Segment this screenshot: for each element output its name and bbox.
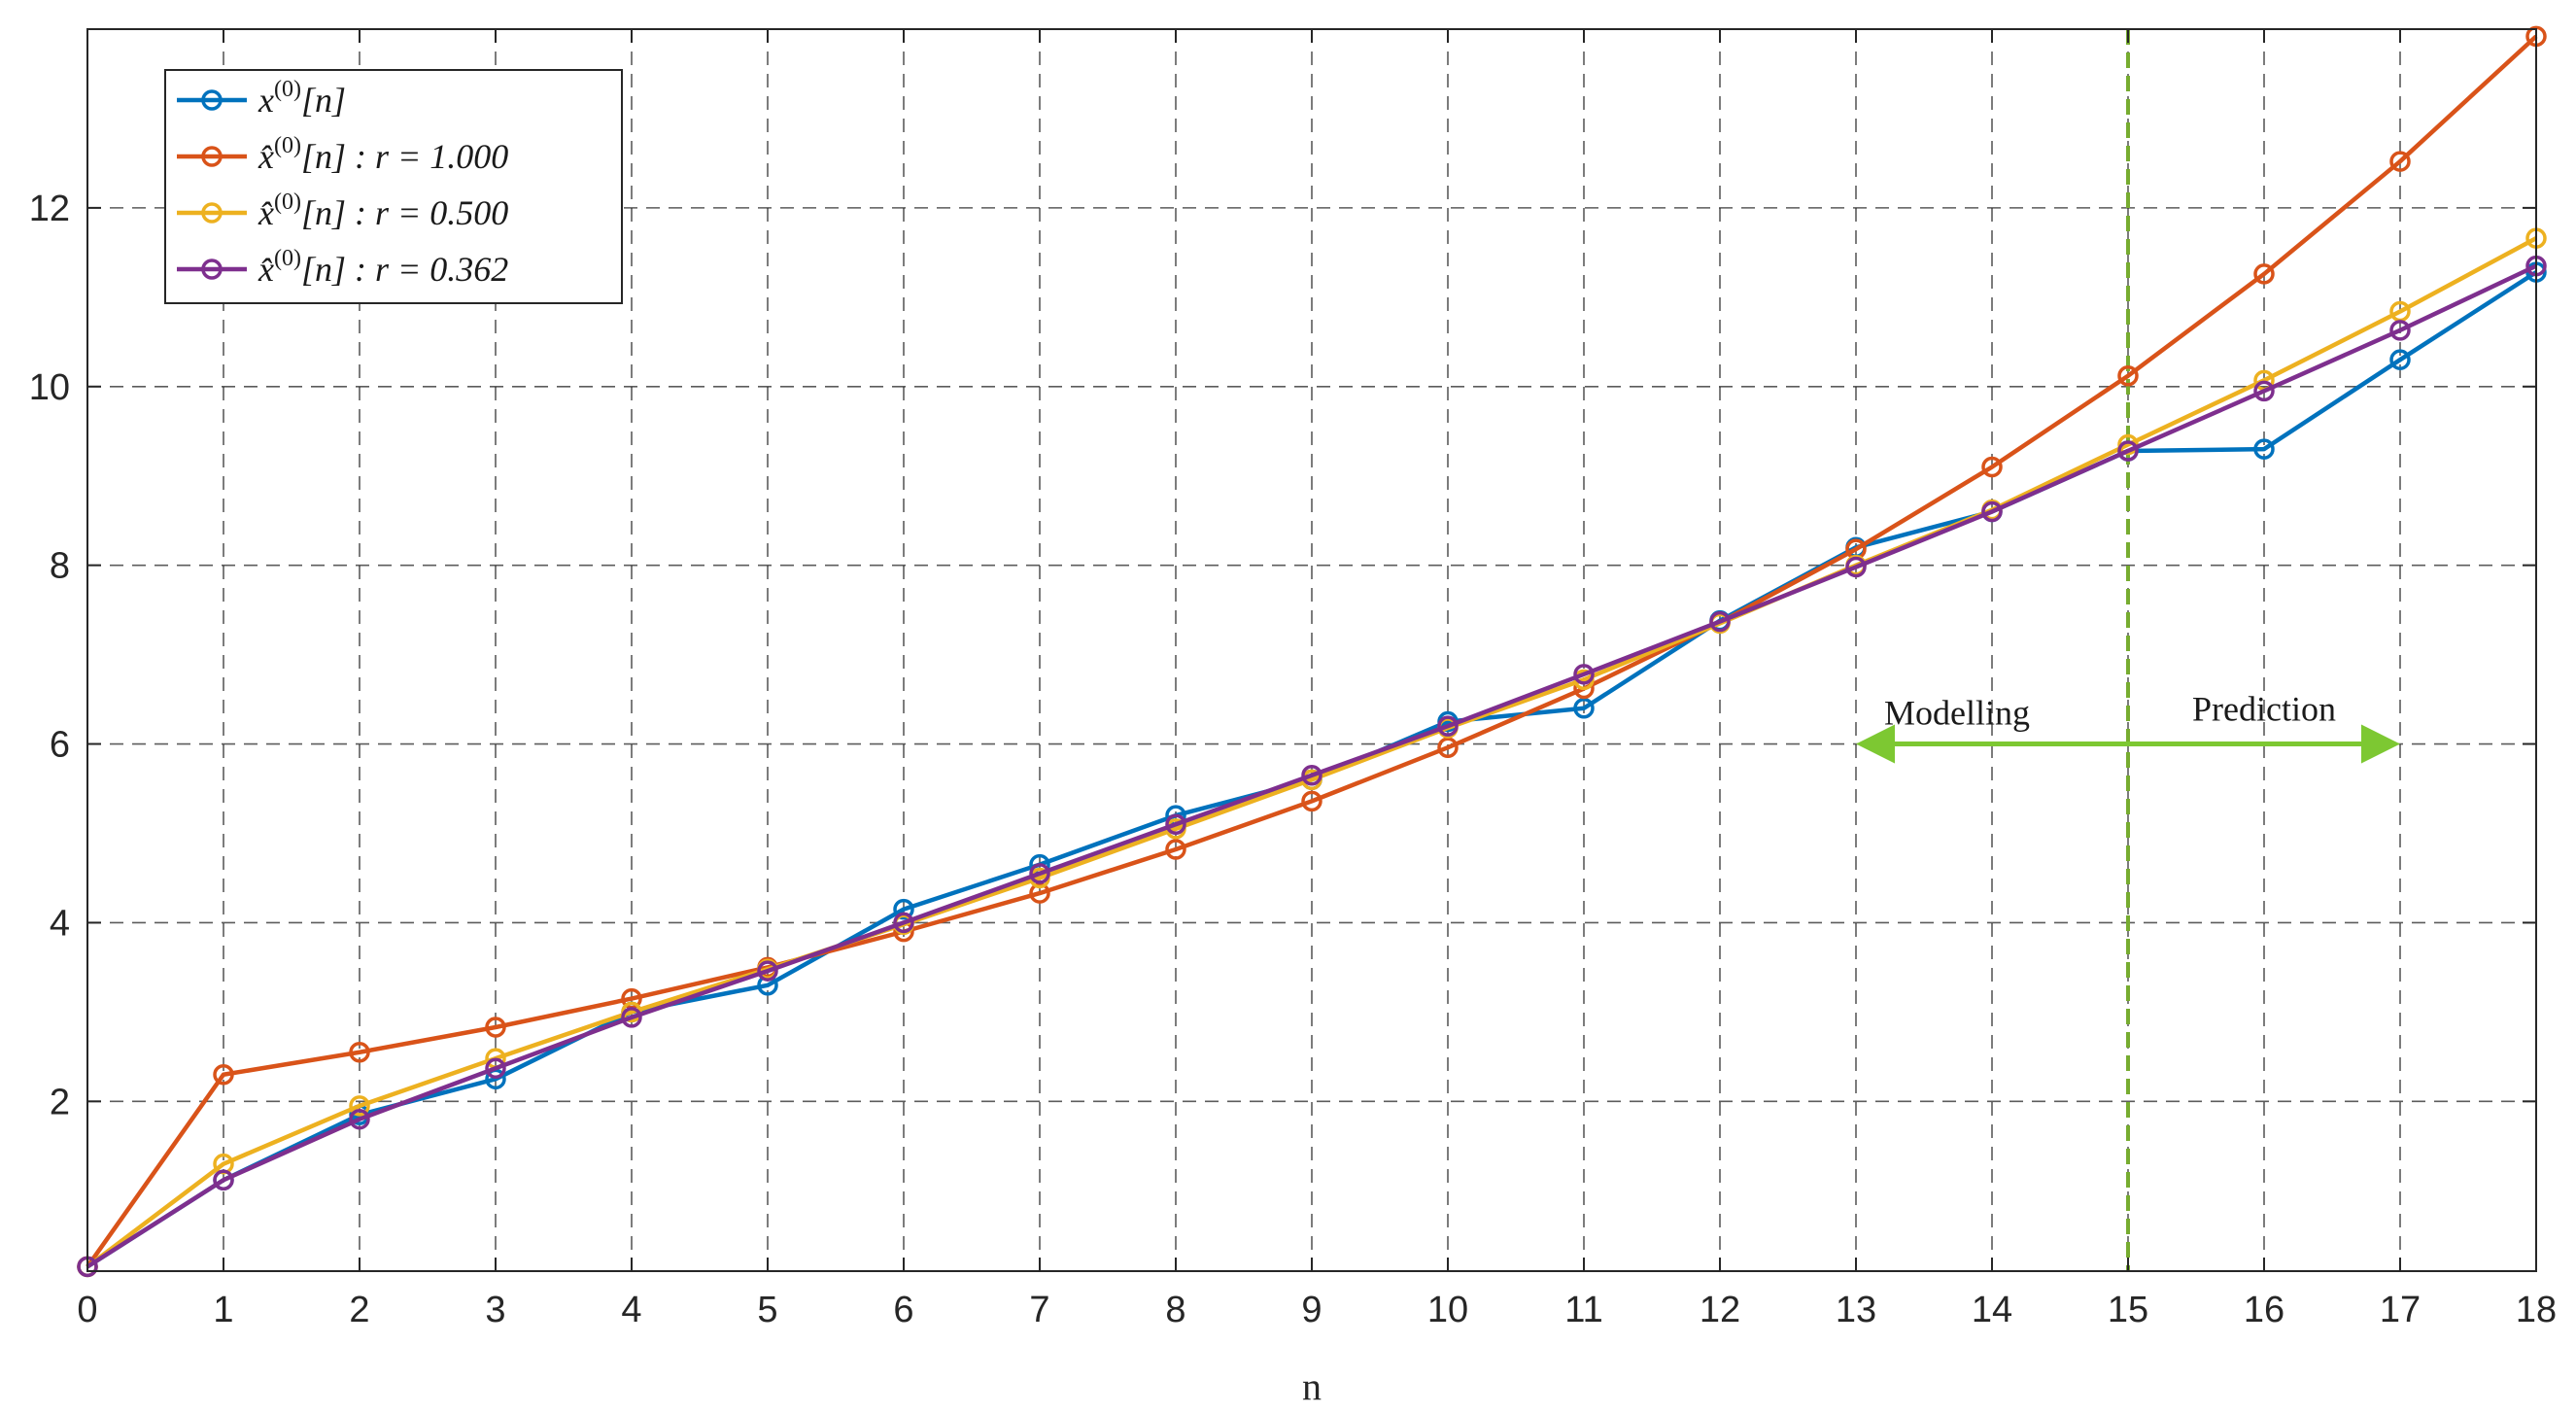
data-point [1437,737,1459,758]
legend-item: x̂(0)[n] : r = 0.500 [177,190,508,232]
series-line [86,34,2538,1268]
x-tick-label: 8 [1165,1290,1185,1330]
data-point [485,1017,506,1038]
x-tick-label: 2 [349,1290,369,1330]
data-point [1029,863,1050,884]
data-point [1573,698,1595,719]
x-tick-label: 12 [1700,1290,1740,1330]
x-tick-label: 18 [2516,1290,2557,1330]
data-point [1437,715,1459,737]
x-tick-label: 14 [1972,1290,2012,1330]
x-tick-label: 3 [485,1290,505,1330]
data-point [1573,664,1595,685]
data-point [1845,556,1867,578]
legend: x(0)[n] x̂(0)[n] : r = 1.000 x̂(0)[n] : r … [164,69,623,304]
x-tick-label: 4 [621,1290,641,1330]
data-point [349,1108,370,1130]
legend-swatch-marker [201,259,223,280]
x-tick-label: 16 [2244,1290,2284,1330]
data-point [1981,500,2003,523]
x-tick-label: 6 [893,1290,913,1330]
data-point [2253,438,2275,460]
y-tick-label: 10 [29,367,70,408]
data-point [621,1007,642,1028]
data-point [1029,882,1050,904]
x-tick-label: 15 [2108,1290,2148,1330]
legend-item: x̂(0)[n] : r = 1.000 [177,133,508,176]
prediction-label: Prediction [2192,690,2336,729]
data-point [1301,764,1322,786]
data-point [2389,151,2411,172]
x-tick-label: 1 [213,1290,233,1330]
data-point [213,1169,234,1190]
x-tick-label: 0 [77,1290,97,1330]
data-point [2389,320,2411,341]
legend-label: x(0)[n] [258,77,346,120]
annotation-layer: Modelling Prediction [1856,29,2400,1271]
data-point [2389,349,2411,370]
x-axis-title: n [1302,1364,1322,1408]
data-point [213,1063,234,1086]
data-point [1165,813,1186,836]
data-point [893,898,914,920]
legend-box [164,69,623,304]
y-tick-label: 8 [50,546,70,587]
data-point [1165,839,1186,860]
legend-swatch-marker [201,202,223,224]
data-point [2253,263,2275,285]
data-point [1709,610,1731,633]
data-point [2117,440,2139,462]
x-tick-label: 11 [1564,1290,1602,1330]
x-tick-label: 5 [757,1290,777,1330]
series-layer [77,25,2547,1278]
x-tick-label: 9 [1301,1290,1322,1330]
data-point [349,1095,370,1117]
x-tick-label: 17 [2380,1290,2421,1330]
legend-label: x̂(0)[n] : r = 0.500 [258,190,508,232]
y-tick-label: 12 [29,189,70,229]
data-point [485,1057,506,1080]
data-point [893,912,914,934]
legend-item: x̂(0)[n] : r = 0.362 [177,246,508,289]
x-tick-label: 13 [1836,1290,1876,1330]
series-line [86,263,2537,1269]
data-point [2117,364,2139,387]
data-point [757,960,778,982]
y-tick-label: 6 [50,725,70,766]
legend-label: x̂(0)[n] : r = 0.362 [258,246,508,289]
legend-item: x(0)[n] [177,77,346,120]
y-tick-label: 2 [50,1082,70,1122]
data-point [2253,380,2275,402]
legend-swatch-marker [201,89,223,111]
x-tick-label: 10 [1427,1290,1468,1330]
data-point [2117,433,2139,456]
modelling-label: Modelling [1884,694,2030,733]
data-point [349,1041,370,1063]
y-tick-label: 4 [50,903,70,944]
data-point [1981,456,2003,478]
x-tick-label: 7 [1029,1290,1049,1330]
legend-label: x̂(0)[n] : r = 1.000 [258,133,508,176]
series-4 [77,255,2547,1278]
legend-swatch-marker [201,146,223,167]
data-point [1301,790,1322,812]
